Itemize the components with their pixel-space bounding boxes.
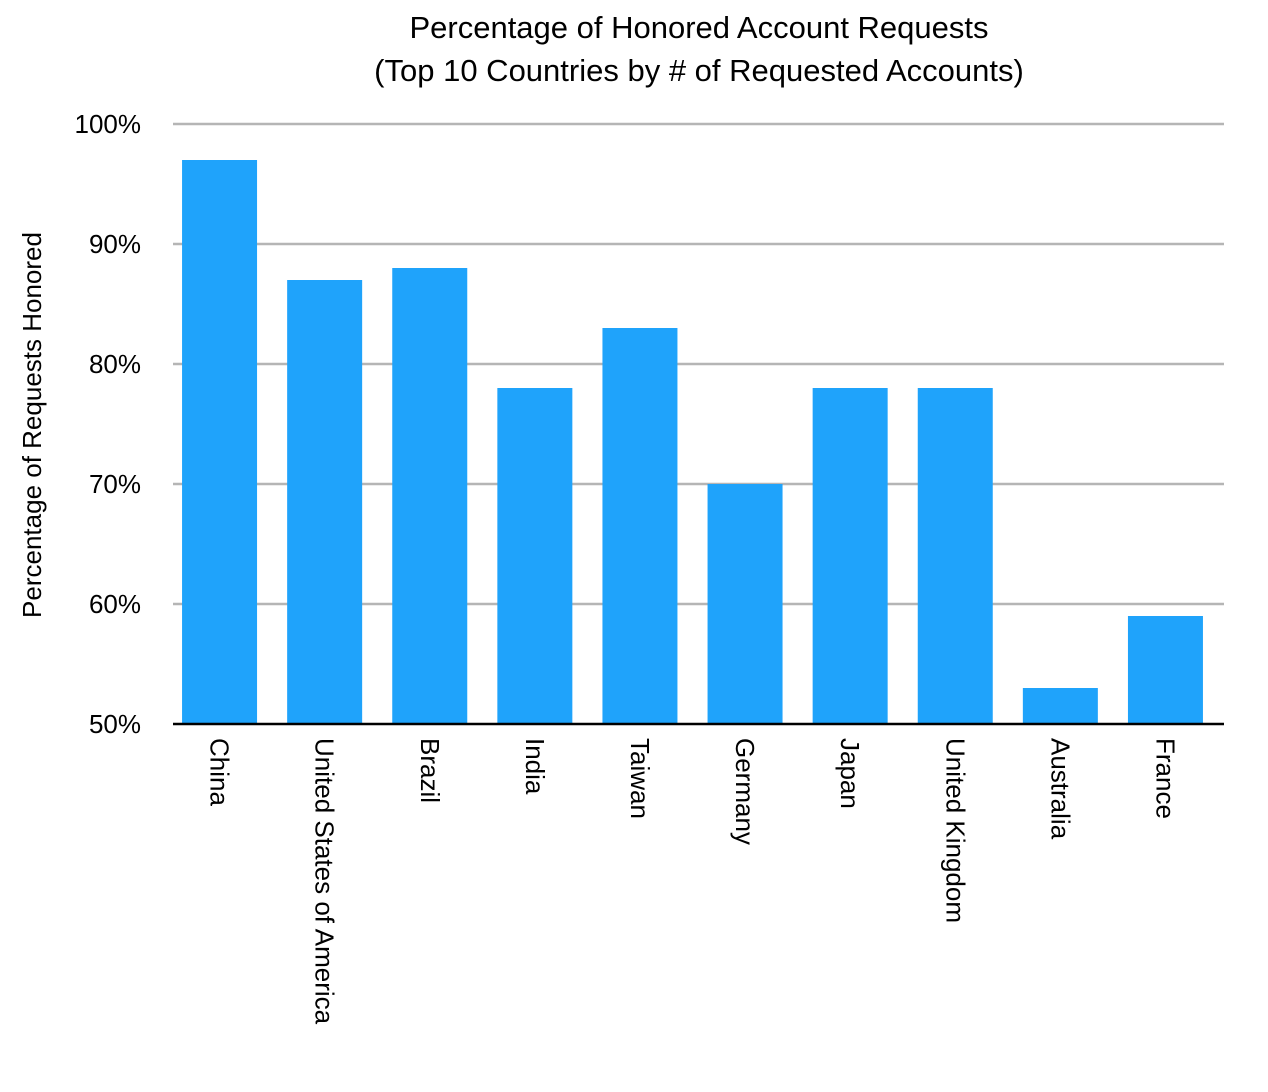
chart-title-line-2: (Top 10 Countries by # of Requested Acco… — [374, 53, 1024, 88]
x-category-label: Taiwan — [625, 738, 655, 819]
x-category-label: China — [205, 738, 235, 806]
y-tick-label: 80% — [89, 349, 141, 379]
bar-australia — [1022, 688, 1098, 724]
x-category-label: United Kingdom — [940, 738, 970, 923]
y-axis-label: Percentage of Requests Honored — [17, 232, 47, 618]
x-category-label: Japan — [835, 738, 865, 809]
x-category-label: India — [520, 738, 550, 795]
x-category-label: Australia — [1045, 738, 1075, 840]
bar-china — [182, 160, 258, 724]
bar-france — [1127, 616, 1203, 724]
y-tick-label: 100% — [75, 109, 142, 139]
y-tick-label: 60% — [89, 589, 141, 619]
x-category-label: France — [1150, 738, 1180, 819]
y-axis-tick-labels: 100% 90% 80% 70% 60% 50% — [75, 109, 142, 739]
y-tick-label: 70% — [89, 469, 141, 499]
bar-united-states-of-america — [287, 280, 363, 724]
x-category-label: Germany — [730, 738, 760, 845]
bar-japan — [812, 388, 888, 724]
y-tick-label: 50% — [89, 709, 141, 739]
bar-india — [497, 388, 573, 724]
chart-title-line-1: Percentage of Honored Account Requests — [409, 10, 988, 45]
bar-united-kingdom — [917, 388, 993, 724]
bar-germany — [707, 484, 783, 724]
bar-brazil — [392, 268, 468, 724]
bars — [182, 160, 1203, 724]
y-tick-label: 90% — [89, 229, 141, 259]
bar-taiwan — [602, 328, 678, 724]
x-category-label: United States of America — [310, 738, 340, 1025]
x-axis-category-labels: China United States of America Brazil India… — [205, 738, 1181, 1025]
x-category-label: Brazil — [415, 738, 445, 803]
